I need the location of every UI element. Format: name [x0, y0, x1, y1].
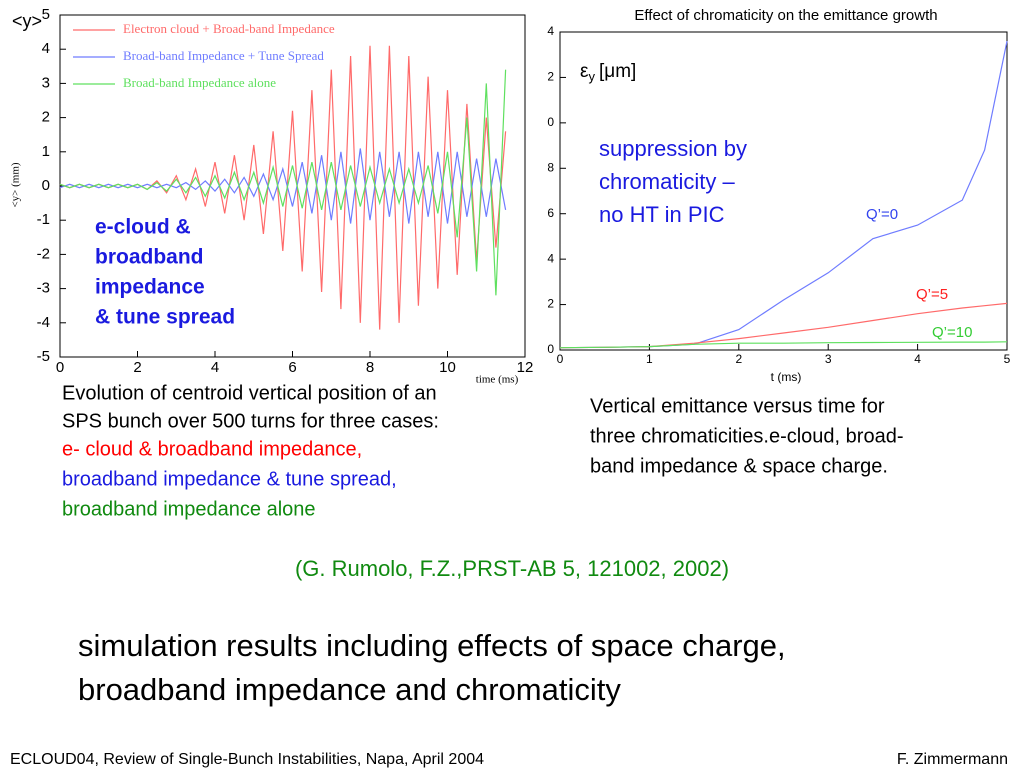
y-tick-label: 4 — [42, 40, 50, 57]
legend-label: Broad-band Impedance + Tune Spread — [123, 48, 324, 63]
series-line — [59, 148, 507, 224]
annotation: no HT in PIC — [599, 202, 725, 227]
y-label-unit: [μm] — [599, 61, 636, 82]
y-tick-label: 0 — [547, 115, 554, 129]
footer-right: F. Zimmermann — [897, 751, 1008, 768]
caption-line: SPS bunch over 500 turns for three cases… — [62, 410, 439, 432]
x-tick-label: 2 — [735, 352, 742, 366]
legend-label: Broad-band Impedance alone — [123, 75, 276, 90]
y-tick-label: 8 — [547, 160, 554, 174]
x-tick-label: 4 — [914, 352, 921, 366]
y-tick-label: -1 — [37, 211, 50, 228]
series-label: Q’=10 — [932, 324, 972, 341]
y-tick-label: 4 — [547, 251, 554, 265]
y-tick-label: -2 — [37, 245, 50, 262]
chart-title: Effect of chromaticity on the emittance … — [634, 7, 937, 24]
footer-left: ECLOUD04, Review of Single-Bunch Instabi… — [10, 751, 484, 768]
y-axis-label: εy [μm] — [580, 61, 636, 84]
x-tick-label: 1 — [646, 352, 653, 366]
y-tick-label: 0 — [547, 342, 554, 356]
headline: broadband impedance and chromaticity — [78, 672, 621, 707]
annotation: broadband — [95, 246, 204, 269]
annotation: impedance — [95, 276, 205, 299]
y-label-symbol: ε — [580, 61, 589, 82]
y-tick-label: 2 — [42, 109, 50, 126]
plot-frame — [59, 14, 526, 358]
plot-frame — [559, 31, 1008, 351]
x-tick-label: 0 — [56, 359, 64, 376]
caption-line: broadband impedance & tune spread, — [62, 468, 397, 490]
y-tick-label: 5 — [42, 6, 50, 23]
y-tick-label: 1 — [42, 143, 50, 160]
x-tick-label: 10 — [439, 359, 456, 376]
series-line — [559, 341, 1008, 349]
annotation: e-cloud & — [95, 216, 191, 239]
series-line — [59, 69, 507, 296]
x-tick-label: 4 — [211, 359, 219, 376]
y-tick-label: -5 — [37, 348, 50, 365]
y-tick-label: 2 — [547, 70, 554, 84]
caption-line: band impedance & space charge. — [590, 455, 888, 477]
x-tick-label: 3 — [825, 352, 832, 366]
y-label-subscript: y — [588, 69, 595, 84]
series-label: Q’=0 — [866, 206, 898, 223]
x-tick-label: 6 — [288, 359, 296, 376]
x-axis-label: time (ms) — [476, 374, 519, 386]
headline: simulation results including effects of … — [78, 628, 786, 663]
x-tick-label: 0 — [557, 352, 564, 366]
x-axis-label: t (ms) — [771, 370, 802, 384]
x-tick-label: 12 — [517, 359, 534, 376]
caption-line: Evolution of centroid vertical position … — [62, 382, 437, 404]
caption-line: broadband impedance alone — [62, 498, 316, 520]
caption-line: three chromaticities.e-cloud, broad- — [590, 425, 903, 447]
caption-line: e- cloud & broadband impedance, — [62, 438, 362, 460]
caption-line: Vertical emittance versus time for — [590, 395, 885, 417]
y-tick-label: 3 — [42, 74, 50, 91]
annotation: & tune spread — [95, 306, 235, 329]
annotation: chromaticity – — [599, 169, 735, 194]
x-tick-label: 8 — [366, 359, 374, 376]
annotation: suppression by — [599, 136, 747, 161]
y-tick-label: -4 — [37, 314, 50, 331]
corner-label: <y> — [12, 11, 42, 31]
y-tick-label: 2 — [547, 297, 554, 311]
y-axis-label: <y> (mm) — [10, 162, 22, 207]
series-label: Q’=5 — [916, 286, 948, 303]
y-tick-label: 6 — [547, 206, 554, 220]
legend-label: Electron cloud + Broad-band Impedance — [123, 21, 335, 36]
y-tick-label: 0 — [42, 177, 50, 194]
y-tick-label: 4 — [547, 24, 554, 38]
x-tick-label: 5 — [1004, 352, 1011, 366]
citation: (G. Rumolo, F.Z.,PRST-AB 5, 121002, 2002… — [295, 556, 729, 581]
x-tick-label: 2 — [133, 359, 141, 376]
y-tick-label: -3 — [37, 280, 50, 297]
